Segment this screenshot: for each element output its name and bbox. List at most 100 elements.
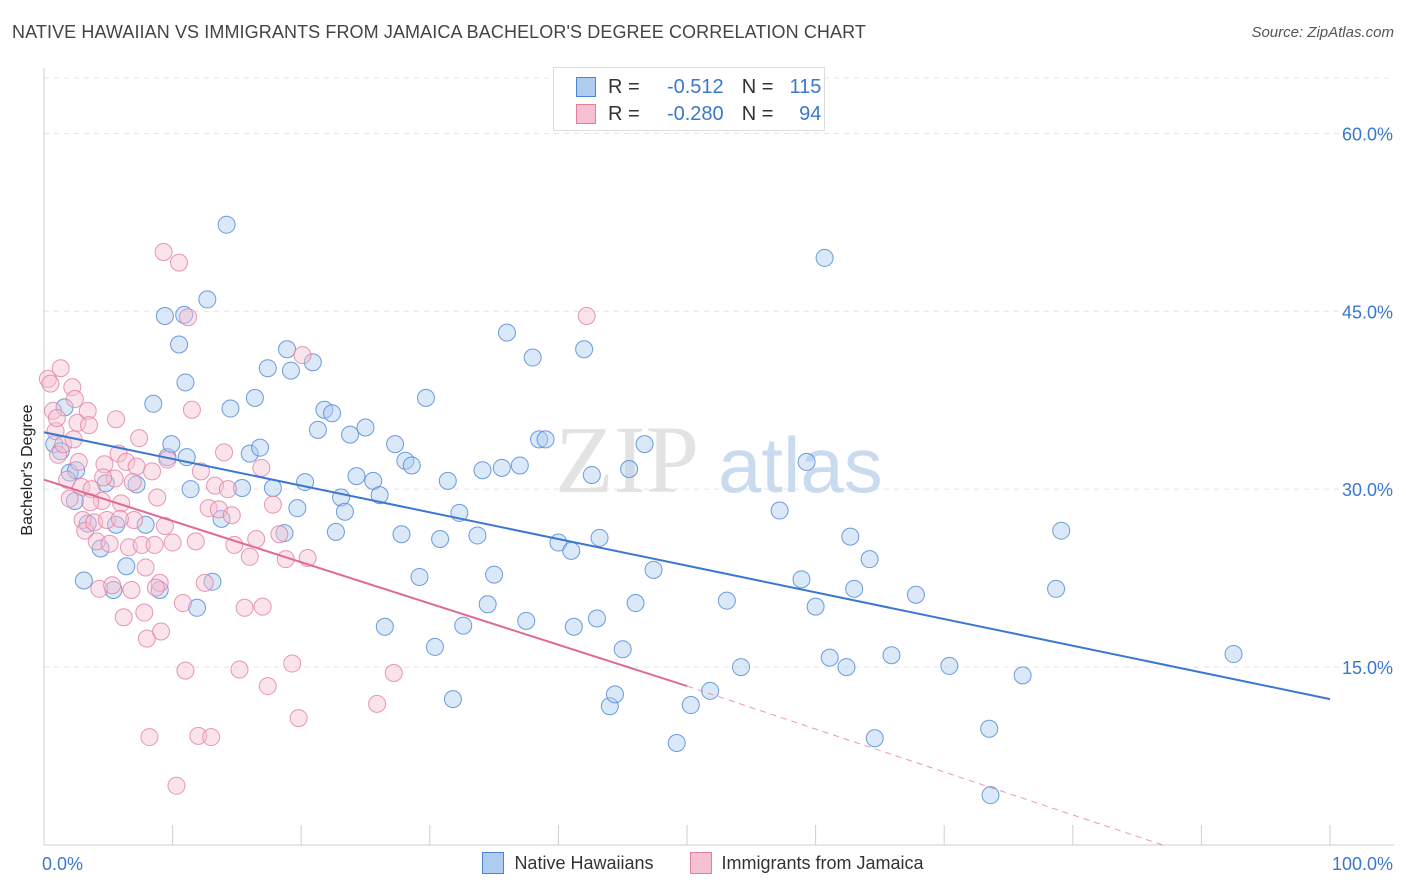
jamaica-point: [182, 400, 201, 419]
native-hawaiian-point: [347, 467, 366, 486]
native-hawaiian-point: [203, 572, 222, 591]
series-legend: Native Hawaiians Immigrants from Jamaica: [0, 852, 1406, 874]
native-hawaiian-point: [732, 658, 751, 677]
native-hawaiian-point: [1013, 666, 1032, 685]
native-hawaiian-trend-line: [43, 431, 1331, 701]
trend-lines: [43, 431, 1331, 846]
pink-swatch-icon: [576, 104, 596, 124]
blue-swatch-icon: [482, 852, 505, 874]
jamaica-point: [98, 511, 117, 530]
native-hawaiian-point: [582, 465, 601, 484]
native-hawaiian-point: [845, 579, 864, 598]
jamaica-point: [103, 576, 122, 595]
native-hawaiian-point: [587, 609, 606, 628]
native-hawaiian-point: [605, 685, 624, 704]
jamaica-point: [47, 409, 66, 428]
native-hawaiian-point: [860, 550, 879, 569]
native-hawaiian-point: [375, 617, 394, 636]
native-hawaiian-point: [497, 323, 516, 342]
jamaica-point: [263, 495, 282, 514]
jamaica-point: [577, 307, 596, 326]
native-hawaiian-point: [981, 786, 1000, 805]
native-hawaiian-point: [820, 648, 839, 667]
jamaica-point: [163, 533, 182, 552]
native-hawaiian-point: [45, 435, 64, 454]
jamaica-point: [225, 535, 244, 554]
r-label: R =: [608, 102, 640, 125]
native-hawaiian-point: [233, 479, 252, 497]
x-tick-label: 100.0%: [1332, 854, 1393, 874]
native-hawaiian-point: [288, 499, 307, 518]
native-hawaiian-point: [454, 616, 473, 635]
legend-item-native-hawaiians[interactable]: Native Hawaiians: [482, 852, 654, 874]
native-hawaiian-point: [626, 594, 645, 613]
y-tick-label: 60.0%: [1342, 124, 1393, 144]
jamaica-point: [270, 525, 289, 544]
native-hawaiian-point: [78, 514, 97, 533]
native-hawaiian-point: [402, 456, 421, 475]
native-hawaiian-point: [806, 597, 825, 616]
r-label: R =: [608, 75, 640, 98]
native-hawaiian-point: [473, 461, 492, 480]
native-hawaiian-point: [841, 527, 860, 546]
jamaica-point: [215, 443, 234, 462]
jamaica-point: [173, 594, 192, 613]
native-hawaiian-point: [681, 696, 700, 715]
jamaica-point: [195, 573, 214, 592]
native-hawaiian-point: [326, 522, 345, 541]
jamaica-point: [258, 677, 277, 696]
jamaica-point: [125, 511, 144, 530]
jamaica-point: [73, 511, 92, 530]
jamaica-point: [252, 458, 271, 477]
native-hawaiian-point: [792, 570, 811, 589]
legend-item-jamaica[interactable]: Immigrants from Jamaica: [689, 852, 924, 874]
jamaica-point: [222, 506, 241, 525]
jamaica-point: [140, 728, 159, 747]
native-hawaiian-point: [882, 646, 901, 665]
r-value: -0.512: [666, 75, 724, 98]
native-hawaiian-point: [258, 359, 277, 378]
native-hawaiian-point: [635, 435, 654, 454]
jamaica-point: [152, 622, 171, 641]
native-hawaiian-point: [370, 486, 389, 505]
native-hawaiian-point: [815, 248, 834, 267]
blue-swatch-icon: [576, 77, 596, 97]
jamaica-point: [107, 410, 126, 429]
native-hawaiian-point: [536, 430, 555, 449]
native-hawaiian-point: [600, 697, 619, 716]
legend-label: Immigrants from Jamaica: [721, 852, 924, 873]
jamaica-point: [122, 581, 141, 599]
y-tick-label: 45.0%: [1342, 302, 1393, 322]
native-hawaiian-point: [485, 565, 504, 584]
jamaica-point: [170, 253, 189, 272]
axes: [43, 68, 1394, 846]
jamaica-point: [123, 473, 142, 492]
jamaica-point: [145, 535, 164, 554]
jamaica-point: [78, 401, 97, 420]
native-hawaiian-point: [1224, 645, 1243, 664]
native-hawaiian-point: [188, 598, 207, 617]
native-hawaiian-point: [478, 595, 497, 614]
native-hawaiian-point: [644, 560, 663, 579]
native-hawaiian-point: [217, 215, 236, 234]
native-hawaiian-point: [323, 404, 342, 423]
native-hawaiian-point: [308, 420, 327, 439]
jamaica-point: [65, 390, 84, 409]
jamaica-point: [69, 452, 88, 471]
native-hawaiian-point: [392, 525, 411, 544]
native-hawaiian-point: [667, 734, 686, 752]
jamaica-point: [132, 535, 151, 554]
n-value: 115: [789, 75, 822, 98]
native-hawaiian-point: [181, 480, 200, 499]
native-hawaiian-point: [443, 690, 462, 709]
jamaica-point: [135, 603, 154, 622]
watermark-atlas: atlas: [718, 421, 883, 509]
native-hawaiian-point: [492, 458, 511, 477]
tick-labels: 15.0% 30.0% 45.0% 60.0% 0.0% 100.0%: [42, 124, 1393, 874]
native-hawaiian-point: [906, 585, 925, 604]
jamaica-point: [95, 455, 114, 474]
native-hawaiian-point: [155, 307, 174, 326]
native-hawaiian-point: [797, 452, 816, 471]
native-hawaiian-point: [510, 456, 529, 475]
